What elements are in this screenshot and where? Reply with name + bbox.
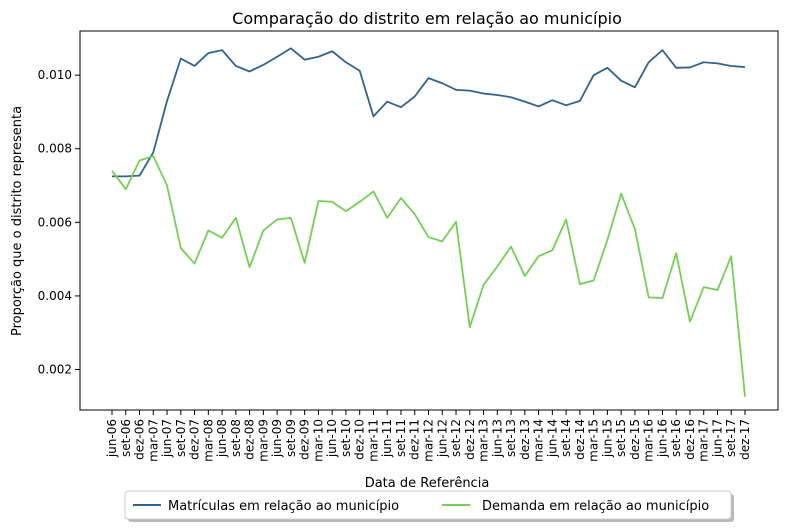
x-tick-label: dez-10 bbox=[353, 419, 367, 460]
x-tick-label: dez-08 bbox=[243, 419, 257, 460]
x-tick-label: jun-06 bbox=[105, 419, 119, 458]
x-tick-label: mar-10 bbox=[311, 419, 325, 462]
x-tick-label: mar-07 bbox=[146, 419, 160, 462]
x-tick-label: set-12 bbox=[449, 419, 463, 457]
x-tick-label: jun-15 bbox=[600, 419, 614, 458]
y-tick-label: 0.004 bbox=[38, 289, 72, 303]
x-tick-label: dez-15 bbox=[628, 419, 642, 460]
x-tick-label: jun-11 bbox=[380, 419, 394, 458]
x-tick-label: dez-13 bbox=[518, 419, 532, 460]
legend: Matrículas em relação ao município Deman… bbox=[124, 490, 734, 522]
x-tick-label: mar-17 bbox=[697, 419, 711, 462]
x-tick-label: jun-09 bbox=[270, 419, 284, 458]
x-tick-label: set-11 bbox=[394, 419, 408, 457]
chart-title: Comparação do distrito em relação ao mun… bbox=[232, 9, 622, 28]
legend-box bbox=[124, 490, 732, 520]
x-tick-label: mar-13 bbox=[477, 419, 491, 462]
x-tick-label: jun-13 bbox=[490, 419, 504, 458]
x-tick-label: set-08 bbox=[229, 419, 243, 457]
x-tick-label: mar-15 bbox=[587, 419, 601, 462]
series-line-0 bbox=[112, 47, 746, 178]
legend-label-demanda: Demanda em relação ao município bbox=[482, 499, 709, 514]
x-tick-label: set-17 bbox=[724, 419, 738, 457]
x-tick-label: mar-09 bbox=[256, 419, 270, 462]
x-tick-label: dez-07 bbox=[188, 419, 202, 460]
x-tick-label: dez-14 bbox=[573, 419, 587, 460]
x-tick-label: jun-08 bbox=[215, 419, 229, 458]
x-tick-label: set-14 bbox=[559, 419, 573, 457]
x-tick-label: mar-11 bbox=[366, 419, 380, 462]
x-tick-label: set-09 bbox=[284, 419, 298, 457]
x-tick-label: set-16 bbox=[669, 419, 683, 457]
x-tick-label: mar-16 bbox=[642, 419, 656, 462]
y-tick-label: 0.008 bbox=[38, 142, 72, 156]
x-tick-label: dez-11 bbox=[408, 419, 422, 460]
x-tick-label: jun-17 bbox=[710, 419, 724, 458]
plot-frame bbox=[79, 30, 779, 411]
x-tick-label: dez-06 bbox=[133, 419, 147, 460]
legend-label-matriculas: Matrículas em relação ao município bbox=[168, 499, 399, 514]
plot-lines bbox=[111, 47, 746, 397]
y-axis-label: Proporção que o distrito representa bbox=[10, 106, 25, 336]
x-tick-label: mar-12 bbox=[422, 419, 436, 462]
x-tick-label: jun-07 bbox=[160, 419, 174, 458]
y-tick-label: 0.010 bbox=[38, 68, 72, 82]
y-tick-label: 0.006 bbox=[38, 215, 72, 229]
x-tick-label: mar-08 bbox=[201, 419, 215, 462]
x-tick-label: set-07 bbox=[174, 419, 188, 457]
x-tick-label: mar-14 bbox=[532, 419, 546, 462]
series-line-1 bbox=[111, 155, 746, 397]
x-tick-label: set-15 bbox=[614, 419, 628, 457]
x-tick-label: jun-16 bbox=[655, 419, 669, 458]
x-tick-label: dez-17 bbox=[738, 419, 752, 460]
x-tick-label: dez-09 bbox=[298, 419, 312, 460]
x-axis-label: Data de Referência bbox=[365, 476, 490, 491]
y-tick-label: 0.002 bbox=[38, 363, 72, 377]
y-axis-ticks: 0.002 0.004 0.006 0.008 0.010 bbox=[38, 68, 80, 377]
x-axis-ticks: jun-06 set-06 dez-06 mar-07 jun-07 set-07 dez-… bbox=[105, 410, 752, 462]
x-tick-label: set-06 bbox=[119, 419, 133, 457]
x-tick-label: jun-10 bbox=[325, 419, 339, 458]
x-tick-label: set-10 bbox=[339, 419, 353, 457]
x-tick-label: set-13 bbox=[504, 419, 518, 457]
x-tick-label: dez-12 bbox=[463, 419, 477, 460]
x-tick-label: jun-12 bbox=[435, 419, 449, 458]
x-tick-label: jun-14 bbox=[545, 419, 559, 458]
x-tick-label: dez-16 bbox=[683, 419, 697, 460]
